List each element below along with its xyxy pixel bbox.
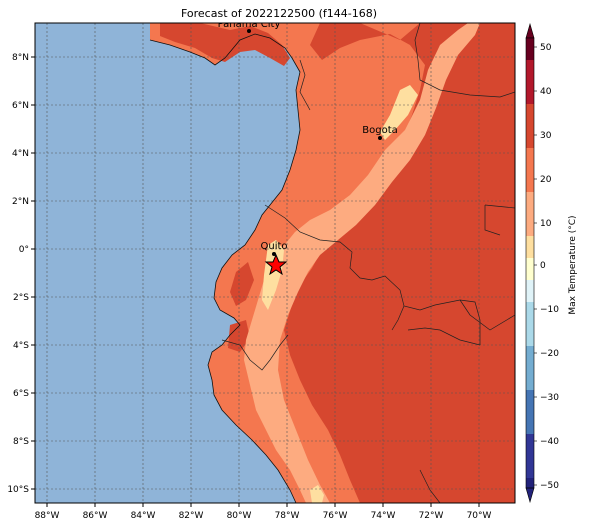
city-bogota: Bogota [362, 125, 398, 140]
colorbar-tick: −50 [540, 481, 559, 491]
colorbar-tick: −40 [540, 437, 559, 447]
city-quito: Quito [260, 241, 288, 256]
colorbar-tick: −10 [540, 305, 559, 315]
colorbar-tick: 40 [540, 87, 552, 97]
lon-label: 82°W [179, 511, 204, 521]
lat-label: 4°N [12, 149, 29, 159]
lon-label: 78°W [275, 511, 300, 521]
colorbar: 50 40 30 20 10 0 −10 −20 −30 −40 −50 Max… [525, 22, 578, 504]
city-label-panama: Panama City [218, 19, 281, 30]
star-marker[interactable] [264, 253, 288, 276]
colorbar-tick: 20 [540, 175, 552, 185]
lat-label: 10°S [7, 485, 29, 495]
city-panama: Panama City [218, 19, 281, 33]
country-borders [221, 23, 515, 503]
axis-ticks [31, 56, 480, 507]
hot-patch-coast [230, 262, 254, 306]
lat-label: 2°S [13, 293, 29, 303]
city-label-quito: Quito [260, 241, 287, 252]
lon-label: 84°W [131, 511, 156, 521]
lon-labels: 88°W 86°W 84°W 82°W 80°W 78°W 76°W 74°W … [35, 511, 492, 521]
lon-label: 88°W [35, 511, 60, 521]
lat-label: 8°N [12, 53, 29, 63]
lon-label: 76°W [323, 511, 348, 521]
andes-peaks-south [310, 485, 324, 503]
lon-label: 72°W [419, 511, 444, 521]
city-label-bogota: Bogota [362, 125, 398, 136]
colorbar-tick: 10 [540, 219, 552, 229]
colorbar-tick: −20 [540, 349, 559, 359]
map-title: Forecast of 2022122500 (f144-168) [180, 7, 378, 20]
lon-label: 70°W [467, 511, 492, 521]
colorbar-tick: −30 [540, 393, 559, 403]
lon-label: 74°W [371, 511, 396, 521]
andes-peaks-north [380, 85, 418, 140]
coastline [149, 33, 301, 503]
lat-label: 8°S [13, 437, 29, 447]
lon-label: 86°W [83, 511, 108, 521]
colorbar-bottom-extend [525, 487, 535, 504]
lat-label: 6°S [13, 389, 29, 399]
andes-peaks [262, 240, 284, 310]
hot-patch-central-america [160, 23, 290, 66]
lat-label: 6°N [12, 101, 29, 111]
lat-label: 4°S [13, 341, 29, 351]
lat-label: 0° [19, 245, 29, 255]
graticule [35, 23, 515, 503]
lat-label: 2°N [12, 197, 29, 207]
colorbar-label: Max Temperature (°C) [568, 215, 578, 314]
map-plot-area: Panama City Bogota Quito [35, 19, 515, 503]
colorbar-tick: 50 [540, 43, 552, 53]
colorbar-tick: 0 [540, 261, 546, 271]
andes-band [244, 23, 480, 503]
hot-region [284, 23, 515, 503]
lat-labels: 8°N 6°N 4°N 2°N 0° 2°S 4°S 6°S 8°S 10°S [7, 53, 29, 495]
colorbar-top-extend [525, 22, 535, 39]
lon-label: 80°W [227, 511, 252, 521]
colorbar-tick: 30 [540, 131, 552, 141]
map-frame [34, 22, 516, 504]
